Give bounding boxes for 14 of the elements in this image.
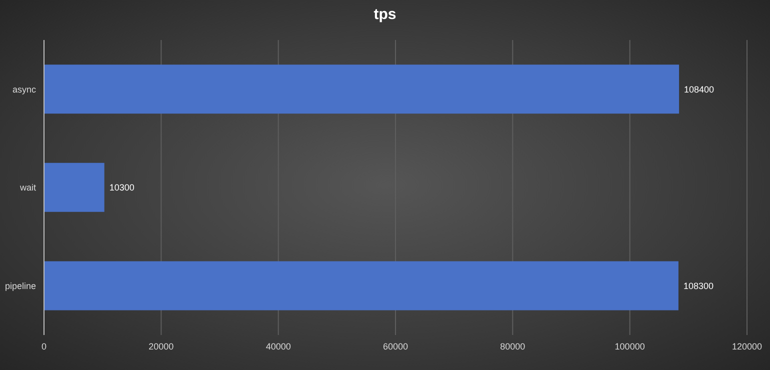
x-tick-label: 80000 — [500, 341, 526, 352]
data-label: 108300 — [683, 280, 714, 291]
y-tick-label: wait — [18, 182, 36, 193]
x-tick-label: 20000 — [148, 341, 174, 352]
x-tick-label: 40000 — [266, 341, 291, 352]
y-tick-label: pipeline — [4, 281, 36, 292]
x-tick-label: 120000 — [732, 341, 762, 352]
data-label: 108400 — [684, 84, 714, 94]
x-tick-label: 0 — [41, 341, 47, 352]
y-tick-label: async — [12, 84, 36, 94]
x-tick-label: 100000 — [614, 341, 645, 352]
data-label: 10300 — [109, 182, 134, 193]
chart-title: tps — [372, 6, 398, 23]
x-tick-label: 60000 — [382, 341, 408, 352]
